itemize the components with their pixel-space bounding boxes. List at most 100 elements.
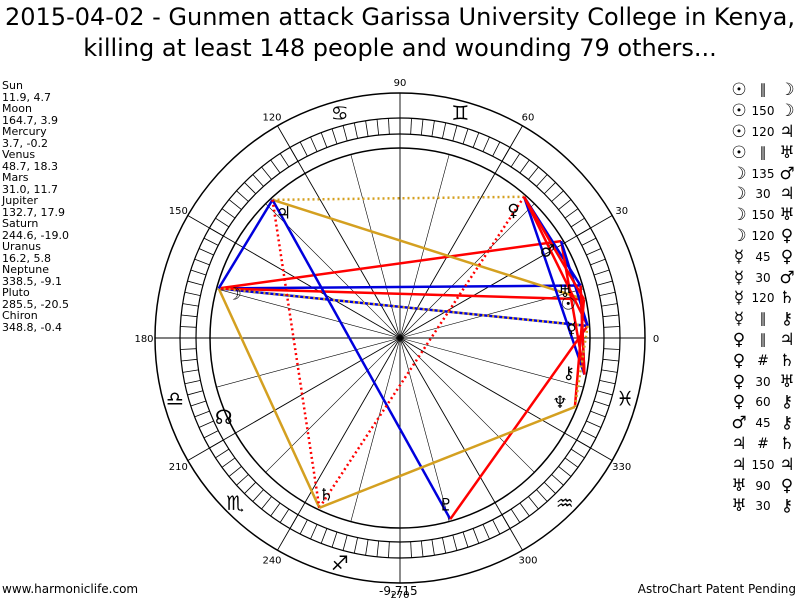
cusp-line <box>399 125 523 339</box>
degree-tick <box>376 540 380 557</box>
aspect-planet-a-icon: ♃ <box>731 454 747 475</box>
planet-name: Mercury <box>2 125 47 138</box>
aspect-planet-a-icon: ☉ <box>731 101 747 122</box>
aspect-row: ☿ 120 ♄ <box>728 288 798 309</box>
aspect-planet-a-icon: ☿ <box>733 288 745 309</box>
degree-tick <box>331 128 338 145</box>
degree-tick <box>599 380 616 385</box>
aspect-type: 30 <box>755 499 771 514</box>
aspect-line <box>318 405 576 509</box>
degree-tick <box>519 159 530 174</box>
zodiac-sign-icon: ♏ <box>226 491 244 515</box>
spoke-line <box>399 337 450 522</box>
aspect-planet-a-icon: ♀ <box>732 371 746 392</box>
degree-tick <box>482 136 490 152</box>
degree-tick <box>331 531 338 548</box>
degree-tick <box>310 524 318 540</box>
planet-icon: ♄ <box>319 485 334 505</box>
cusp-line <box>277 125 401 339</box>
aspect-planet-a-icon: ♂ <box>731 413 747 434</box>
planet-position-list: Sun 11.9, 4.7 Moon 164.7, 3.9 Mercury 3.7, -0… <box>2 80 69 333</box>
chart-title: 2015-04-02 - Gunmen attack Garissa Unive… <box>5 3 795 62</box>
spoke-line <box>399 203 535 339</box>
degree-tick <box>182 303 199 307</box>
degree-tick <box>261 496 272 510</box>
degree-tick <box>270 159 281 174</box>
degree-tick <box>442 537 447 554</box>
degree-tick <box>236 474 249 486</box>
degree-tick <box>180 348 197 350</box>
aspect-planet-a-icon: ♅ <box>731 496 747 517</box>
degree-tick <box>462 531 469 548</box>
degree-tick <box>252 174 264 187</box>
aspect-row: ♂ 45 ⚷ <box>728 413 798 434</box>
aspect-type: # <box>757 352 769 369</box>
degree-label: 300 <box>518 556 537 567</box>
degree-tick <box>228 466 242 477</box>
aspect-type: 120 <box>751 124 775 139</box>
degree-label: 210 <box>169 462 188 473</box>
aspect-planet-b-icon: ♀ <box>780 225 794 246</box>
aspect-planet-b-icon: ☽ <box>779 80 795 101</box>
aspect-planet-a-icon: ♅ <box>731 475 747 496</box>
planet-icon: ♆ <box>552 393 567 413</box>
degree-tick <box>586 420 602 428</box>
aspect-line <box>218 287 584 301</box>
degree-label: 240 <box>262 556 281 567</box>
degree-tick <box>564 208 579 219</box>
degree-tick <box>221 208 236 219</box>
aspect-planet-b-icon: ♄ <box>779 288 795 309</box>
aspect-planet-b-icon: ♅ <box>779 371 795 392</box>
planet-name: Mars <box>2 171 29 184</box>
degree-tick <box>510 508 521 523</box>
aspect-planet-b-icon: ♀ <box>780 246 794 267</box>
planet-position: 11.9, 4.7 <box>2 90 51 104</box>
aspect-planet-a-icon: ☿ <box>733 267 745 288</box>
degree-tick <box>270 502 281 517</box>
degree-tick <box>221 457 236 468</box>
degree-tick <box>603 326 620 328</box>
planet-name: Sun <box>2 79 23 92</box>
degree-tick <box>342 125 348 142</box>
aspect-planet-a-icon: ☿ <box>733 309 745 330</box>
degree-tick <box>252 489 264 502</box>
degree-tick <box>410 118 412 135</box>
spoke-line <box>399 337 584 388</box>
degree-tick <box>593 269 610 276</box>
degree-tick <box>365 539 369 556</box>
degree-tick <box>510 153 521 168</box>
degree-tick <box>182 369 199 373</box>
degree-tick <box>190 269 207 276</box>
aspect-line <box>272 198 585 301</box>
aspect-planet-a-icon: ☽ <box>731 184 747 205</box>
degree-tick <box>388 541 390 558</box>
aspect-type: 45 <box>755 249 771 264</box>
aspect-list: ☉ ∥ ☽ ☉ 150 ☽ ☉ 120 ♃ ☉ ∥ ♅ ☽ 135 ♂ ☽ 30 ♃ ☽ 150 ♅ ☽ 120 ♀ ☿ 45 ♀ ☿… <box>728 80 798 517</box>
degree-tick <box>320 528 328 544</box>
planet-icon: ☿ <box>566 319 576 339</box>
degree-tick <box>492 519 501 535</box>
aspect-row: ☉ 150 ☽ <box>728 101 798 122</box>
degree-tick <box>279 153 290 168</box>
planet-icon: ⚷ <box>562 363 574 383</box>
planet-position: 16.2, 5.8 <box>2 251 51 265</box>
aspect-line <box>218 284 581 290</box>
degree-tick <box>388 118 390 135</box>
planet-position: 285.5, -20.5 <box>2 297 69 311</box>
aspect-row: ☽ 120 ♀ <box>728 226 798 247</box>
aspect-row: ☉ ∥ ♅ <box>728 142 798 163</box>
zodiac-sign-icon: ♒ <box>556 491 574 515</box>
degree-tick <box>536 174 548 187</box>
aspect-row: ☿ ∥ ⚷ <box>728 309 798 330</box>
aspect-planet-a-icon: ♀ <box>732 329 746 350</box>
aspect-planet-b-icon: ♅ <box>779 205 795 226</box>
degree-tick <box>365 120 369 137</box>
aspect-type: 30 <box>755 270 771 285</box>
aspect-row: ☽ 30 ♃ <box>728 184 798 205</box>
planet-position: 31.0, 11.7 <box>2 182 58 196</box>
degree-tick <box>558 466 572 477</box>
aspect-line <box>522 196 589 327</box>
degree-label: 30 <box>615 206 628 217</box>
degree-tick <box>320 132 328 148</box>
aspect-planet-b-icon: ♅ <box>779 142 795 163</box>
